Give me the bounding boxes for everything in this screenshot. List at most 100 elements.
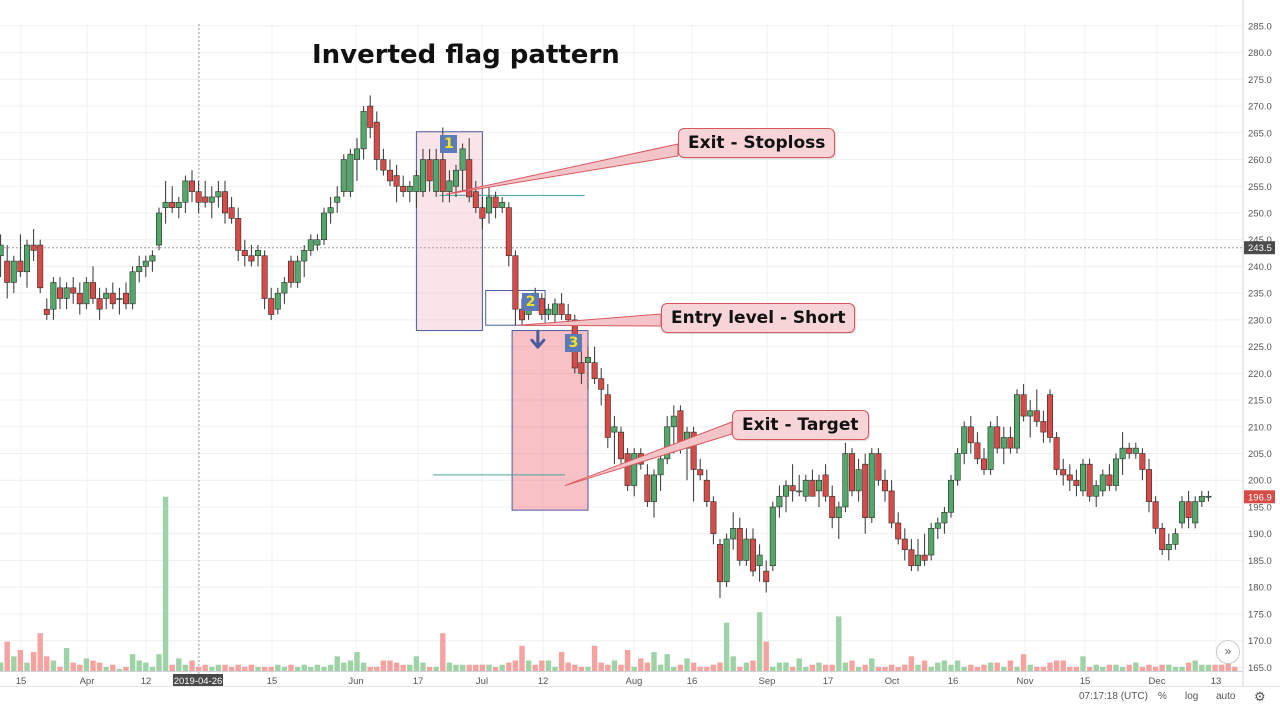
chart-title: Inverted flag pattern [312,40,620,70]
candle-body [736,528,743,561]
candle [505,202,512,267]
candle [743,528,750,566]
time-tick-label: Apr [80,676,95,687]
candle [406,180,413,203]
candle [782,480,789,513]
candle-body [835,506,842,518]
candle-body [604,394,611,438]
volume-bar [671,666,677,671]
volume-bar [176,658,182,671]
candle [373,111,380,171]
volume-bar [572,664,578,671]
candle [1192,496,1199,529]
candle [947,474,954,518]
time-tick-label: 12 [538,676,549,687]
time-tick-label: 16 [687,676,698,687]
candle [1073,469,1080,497]
volume-bar [143,662,149,671]
candle-body [928,528,935,556]
volume-bar [374,666,380,671]
candle [875,448,882,486]
candle-body [1066,474,1073,481]
candle [809,469,816,497]
volume-bar [552,666,558,671]
candle-body [584,356,591,363]
volume-bar [242,666,248,671]
level-lines [432,194,585,476]
price-axis[interactable]: 165.0 170.0 175.0 180.0 185.0 190.0 195.0 200.0… [1242,0,1280,686]
candle [1179,496,1186,529]
candle [736,517,743,566]
double-chevron-right-icon[interactable]: » [1216,640,1240,664]
candle-body [228,207,235,219]
time-axis[interactable]: 15 Apr 12 2019-04-26 15 Jun 17 Jul 12 Aug 16 Sep 17 O… [0,671,1243,688]
candle [644,464,651,507]
volume-bar [737,666,743,671]
candle [248,245,255,267]
candle-body [677,410,684,444]
candle-body [664,426,671,460]
candle [730,512,737,550]
candle [169,186,176,213]
candle-body [994,426,1001,449]
volume-bar [651,652,657,671]
candle [598,367,605,406]
candle [400,175,407,197]
candle [789,464,796,502]
volume-bar [0,662,4,671]
percent-toggle[interactable]: % [1158,691,1167,702]
volume-bar [558,652,565,671]
candle [1099,469,1106,497]
volume-bar [796,658,802,671]
candle [842,442,849,513]
volume-bar [380,660,387,671]
candle [822,464,829,502]
candle-body [116,298,123,300]
volume-bar [1172,666,1179,671]
candle [1198,490,1205,507]
candle-body [452,169,459,187]
candle [17,234,24,278]
volume-bar [1159,664,1165,671]
candle-body [565,314,572,321]
candle-body [386,169,393,182]
volume-bar [347,660,354,671]
candle [413,170,420,208]
last-price-tag [1244,490,1275,504]
candle [1126,442,1133,459]
volume-bar [96,662,103,671]
candle-body [433,159,440,192]
candle-body [1205,495,1212,498]
candle [175,196,182,219]
volume-bar [829,664,835,671]
candle-body [215,191,222,198]
volume-bar [360,662,367,671]
volume-bar [327,664,334,671]
volume-bar [275,664,281,671]
price-tick-label: 280.0 [1248,48,1272,59]
volume-bar [479,664,486,671]
candle-body [558,303,565,315]
candle-body [1146,469,1153,502]
volume-bar [539,660,545,671]
candle [928,522,935,561]
gear-icon[interactable]: ⚙ [1254,689,1266,704]
volume-bar [1067,666,1073,671]
volume-bar [565,662,571,671]
time-tick-label: 15 [16,676,27,687]
volume-bar [195,666,202,671]
volume-bar [446,662,453,671]
candle-body [961,426,968,454]
candle-body [248,255,255,262]
price-tick-label: 260.0 [1248,155,1272,166]
volume-bar [387,660,393,671]
log-toggle[interactable]: log [1185,691,1199,702]
volume-bar [869,658,875,671]
candle-body [670,415,677,428]
volume-bar [1060,660,1066,671]
auto-toggle[interactable]: auto [1216,691,1236,702]
volume-bar [248,664,255,671]
candle [848,448,855,497]
price-axis-background [1243,0,1280,686]
candle-body [1119,447,1126,460]
